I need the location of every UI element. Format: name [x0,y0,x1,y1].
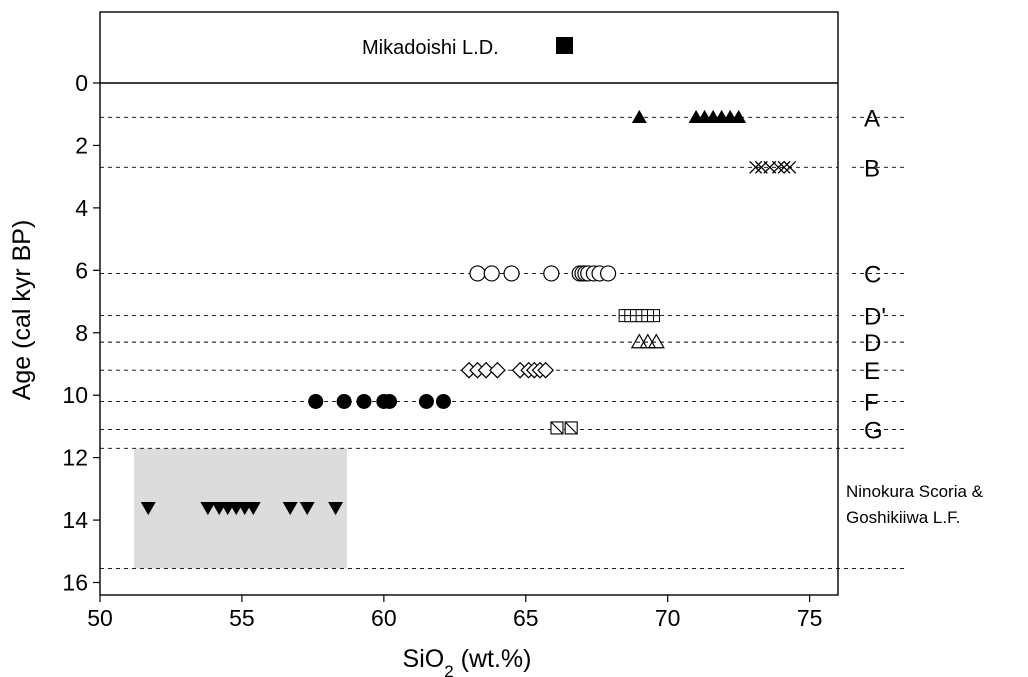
data-point [731,109,747,123]
data-point [630,333,648,349]
y-tick-label: 0 [75,70,88,96]
data-point [140,501,156,516]
x-axis-title-rest: (wt.%) [454,645,532,673]
series-group [749,160,797,174]
y-tick-label: 2 [75,132,88,158]
y-tick-label: 6 [75,257,88,283]
data-point [777,160,791,174]
row-label: E [864,358,880,385]
row-label: C [864,261,881,288]
data-points [140,109,797,516]
axis-ticks: 50 55 60 65 70 75 0 2 4 6 8 10 12 14 16 [62,70,822,631]
series-group [460,361,554,379]
row-label: B [864,155,880,182]
x-tick-label: 75 [797,605,823,631]
shaded-region-label: Ninokura Scoria & Goshikiiwa L.F. [846,482,984,527]
x-tick-label: 60 [371,605,397,631]
data-point [550,421,564,435]
series-group [308,393,451,409]
shaded-region-label-line-2: Goshikiiwa L.F. [846,508,960,527]
row-label: A [864,105,880,132]
series-group [631,109,747,123]
y-axis-title: Age (cal kyr BP) [8,220,36,401]
data-point [647,333,665,349]
data-point [477,361,495,379]
data-point [382,393,398,409]
row-label: G [864,418,883,445]
data-point [503,265,520,282]
y-tick-label: 12 [62,445,88,471]
data-point [647,309,660,323]
y-tick-label: 4 [75,195,88,221]
data-point [483,265,500,282]
shaded-region [134,448,347,569]
series-group [550,421,578,435]
y-tick-label: 14 [62,507,88,533]
data-point [245,501,261,516]
data-point [328,501,344,516]
top-panel-label: Mikadoishi L.D. [362,37,499,59]
row-label: D [864,330,881,357]
data-point [336,393,352,409]
data-point [489,361,506,379]
plot-border [99,11,839,596]
series-group [618,309,660,323]
y-tick-label: 8 [75,320,88,346]
data-point [639,333,657,349]
row-label: F [864,389,879,416]
data-point [469,265,486,282]
data-point [200,501,216,516]
row-label: D' [864,304,886,331]
data-point [749,160,763,174]
x-tick-label: 65 [513,605,539,631]
data-point [282,501,298,516]
plot-frame [99,11,839,596]
data-point [418,393,434,409]
data-point [564,421,578,435]
x-axis-title: SiO2 (wt.%) [403,645,532,677]
shaded-region-label-line-1: Ninokura Scoria & [846,482,984,501]
data-point [299,501,315,516]
shading-layer [134,448,347,569]
x-axis-title-subscript: 2 [444,662,453,677]
x-tick-label: 50 [87,605,113,631]
data-point [771,160,785,174]
data-point [435,393,451,409]
data-point [631,109,647,123]
series-group [630,333,665,349]
x-tick-label: 55 [229,605,255,631]
x-tick-label: 70 [655,605,681,631]
data-point [599,265,617,282]
data-point [308,393,324,409]
data-point [783,160,797,174]
y-tick-label: 16 [62,570,88,596]
data-point [543,265,560,282]
data-point [537,361,554,379]
x-axis-title-main: SiO [403,645,445,673]
series-group [140,501,344,516]
y-tick-label: 10 [62,382,88,408]
series-group [469,265,617,282]
data-point [356,393,372,409]
top-panel-marker [556,37,573,54]
